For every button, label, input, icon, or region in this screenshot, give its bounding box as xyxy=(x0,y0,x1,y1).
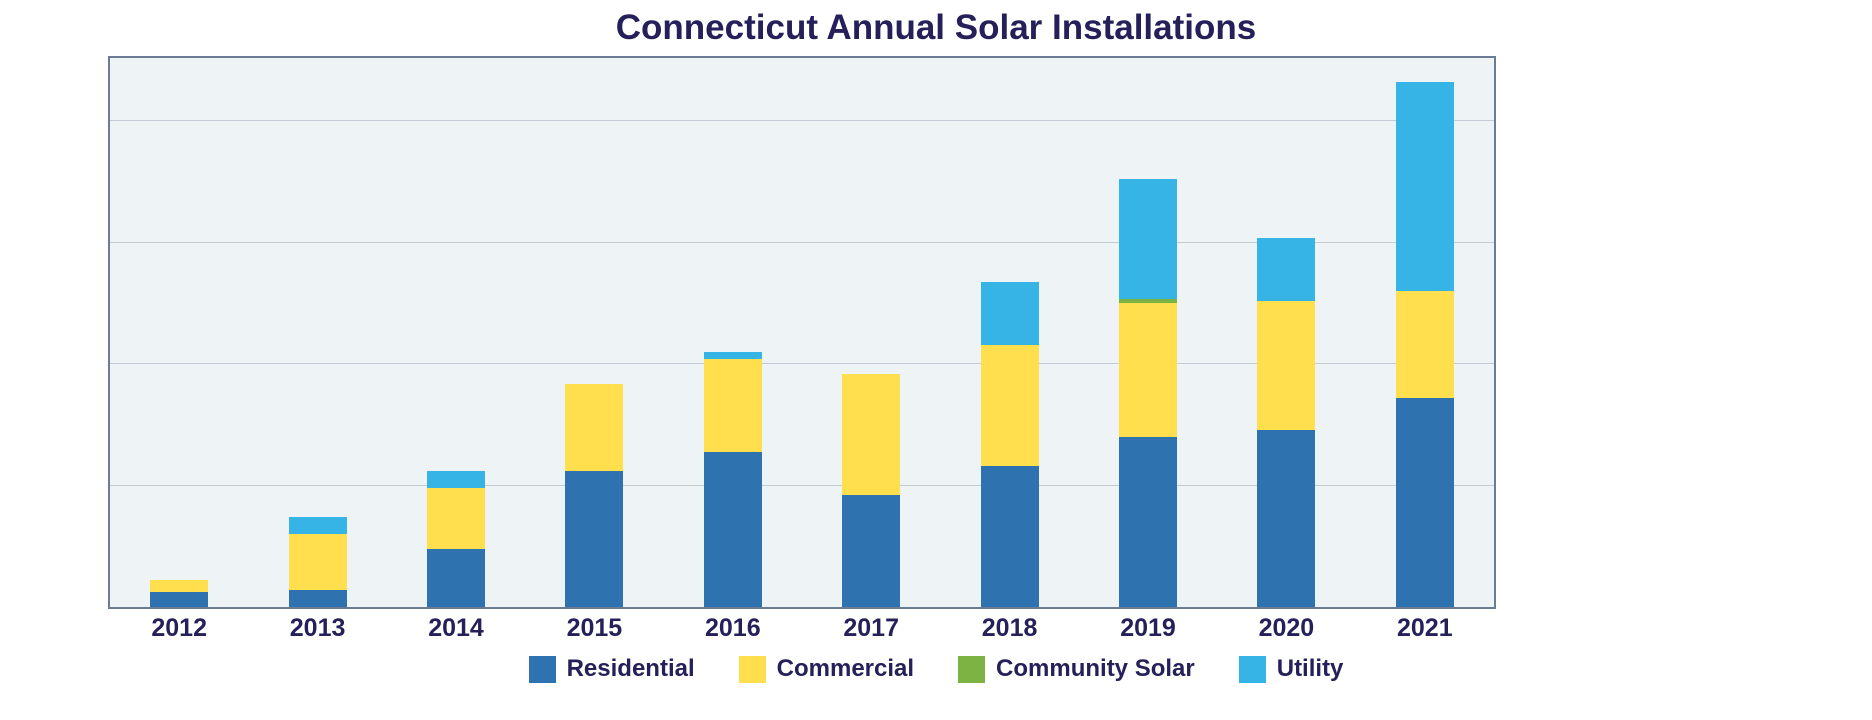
plot-area xyxy=(108,56,1496,609)
x-tick-label: 2020 xyxy=(1258,614,1315,642)
bar-segment-residential[interactable] xyxy=(980,466,1039,607)
bar-segment-residential[interactable] xyxy=(150,592,209,607)
bar-segment-residential[interactable] xyxy=(426,548,486,607)
bar-stack[interactable] xyxy=(1257,58,1316,607)
bar-segment-utility[interactable] xyxy=(288,517,347,535)
x-tick-label: 2012 xyxy=(151,614,207,642)
bar-segment-commercial[interactable] xyxy=(288,534,347,590)
bar-segment-commercial[interactable] xyxy=(426,487,486,549)
x-tick-label: 2018 xyxy=(981,614,1038,642)
gridline xyxy=(110,120,1494,122)
bar-segment-utility[interactable] xyxy=(980,281,1039,345)
x-tick-label: 2013 xyxy=(289,614,346,642)
bar-stack[interactable] xyxy=(1395,58,1454,607)
bar-stack[interactable] xyxy=(565,58,624,607)
x-tick-label: 2017 xyxy=(843,614,899,642)
legend-swatch-icon xyxy=(738,655,766,683)
x-tick-label: 2015 xyxy=(566,614,623,642)
bars-layer xyxy=(110,58,1494,607)
x-tick-label: 2019 xyxy=(1120,614,1176,642)
legend-item-residential[interactable]: Residential xyxy=(528,655,695,683)
x-tick-label: 2014 xyxy=(428,614,484,642)
legend-swatch-icon xyxy=(528,655,556,683)
bar-segment-residential[interactable] xyxy=(565,470,624,607)
bar-segment-utility[interactable] xyxy=(426,470,486,488)
bar-segment-commercial[interactable] xyxy=(842,373,901,496)
legend-label: Commercial xyxy=(776,655,915,682)
x-tick-label: 2021 xyxy=(1396,614,1453,642)
bar-segment-commercial[interactable] xyxy=(565,383,624,471)
gridline xyxy=(110,241,1494,243)
bar-segment-residential[interactable] xyxy=(1395,398,1454,607)
bar-segment-utility[interactable] xyxy=(1395,82,1454,292)
chart-legend: Residential Commercial Community Solar Util… xyxy=(0,655,1872,683)
bar-stack[interactable] xyxy=(288,58,347,607)
bar-segment-residential[interactable] xyxy=(703,451,762,607)
bar-segment-residential[interactable] xyxy=(1118,436,1178,607)
bar-segment-commercial[interactable] xyxy=(150,580,209,593)
bar-segment-commercial[interactable] xyxy=(980,344,1039,467)
x-tick-label: 2016 xyxy=(704,614,761,642)
gridline xyxy=(110,363,1494,365)
bar-segment-commercial[interactable] xyxy=(703,359,762,452)
bar-segment-residential[interactable] xyxy=(842,495,901,607)
legend-swatch-icon xyxy=(958,655,986,683)
bar-stack[interactable] xyxy=(703,58,762,607)
chart-title: Connecticut Annual Solar Installations xyxy=(615,8,1257,47)
bar-segment-commercial[interactable] xyxy=(1257,300,1316,430)
legend-item-utility[interactable]: Utility xyxy=(1238,655,1344,683)
bar-segment-commercial[interactable] xyxy=(1395,291,1454,399)
gridline xyxy=(110,484,1494,486)
bar-segment-commercial[interactable] xyxy=(1118,303,1178,437)
bar-stack[interactable] xyxy=(842,58,901,607)
legend-label: Residential xyxy=(566,655,695,682)
plot-inner xyxy=(110,58,1494,607)
legend-swatch-icon xyxy=(1238,655,1266,683)
legend-item-commercial[interactable]: Commercial xyxy=(738,655,915,683)
bar-segment-utility[interactable] xyxy=(1257,237,1316,301)
bar-stack[interactable] xyxy=(426,58,486,607)
bar-segment-community-solar[interactable] xyxy=(1118,298,1178,304)
bar-stack[interactable] xyxy=(1118,58,1178,607)
legend-item-community-solar[interactable]: Community Solar xyxy=(958,655,1195,683)
bar-segment-residential[interactable] xyxy=(288,590,347,607)
bar-segment-utility[interactable] xyxy=(703,351,762,360)
legend-label: Utility xyxy=(1276,655,1344,682)
bar-segment-residential[interactable] xyxy=(1257,429,1316,607)
legend-label: Community Solar xyxy=(996,655,1195,682)
bar-segment-utility[interactable] xyxy=(1118,179,1178,299)
bar-stack[interactable] xyxy=(150,58,209,607)
bar-stack[interactable] xyxy=(980,58,1039,607)
